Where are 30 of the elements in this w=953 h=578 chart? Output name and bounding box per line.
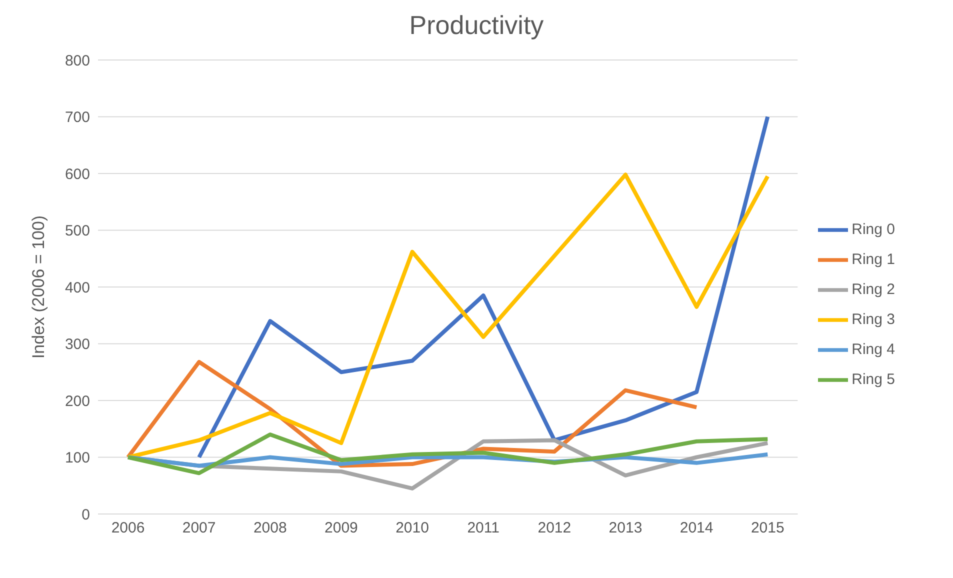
x-tick-label: 2012: [538, 520, 572, 537]
y-axis-title: Index (2006 = 100): [29, 215, 48, 359]
line-series: [197, 114, 770, 460]
y-tick-label: 800: [64, 52, 90, 70]
x-tick-label: 2009: [324, 520, 358, 537]
x-tick-label: 2008: [253, 520, 287, 537]
y-tick-label: 300: [64, 336, 90, 354]
y-tick-label: 100: [64, 450, 90, 467]
x-tick-label: 2014: [680, 520, 714, 537]
y-tick-label: 200: [64, 392, 90, 410]
x-tick-label: 2015: [750, 520, 784, 537]
legend-label: Ring 5: [852, 370, 895, 388]
legend-label: Ring 3: [852, 310, 895, 328]
x-tick-label: 2006: [111, 520, 145, 537]
legend-label: Ring 0: [852, 220, 895, 238]
y-tick-label: 600: [64, 166, 90, 183]
line-series: [126, 172, 770, 460]
x-tick-label: 2007: [182, 520, 216, 537]
x-tick-label: 2011: [467, 520, 500, 537]
line-series: [126, 432, 770, 476]
legend-label: Ring 2: [852, 280, 895, 298]
chart-title: Productivity: [408, 10, 545, 42]
x-tick-label: 2013: [608, 520, 642, 537]
y-tick-label: 0: [82, 506, 90, 524]
y-tick-label: 400: [64, 279, 90, 296]
legend-label: Ring 1: [852, 250, 895, 268]
legend-label: Ring 4: [852, 340, 895, 358]
x-tick-label: 2010: [396, 520, 429, 537]
y-tick-label: 500: [64, 222, 90, 240]
y-tick-label: 700: [64, 109, 90, 126]
